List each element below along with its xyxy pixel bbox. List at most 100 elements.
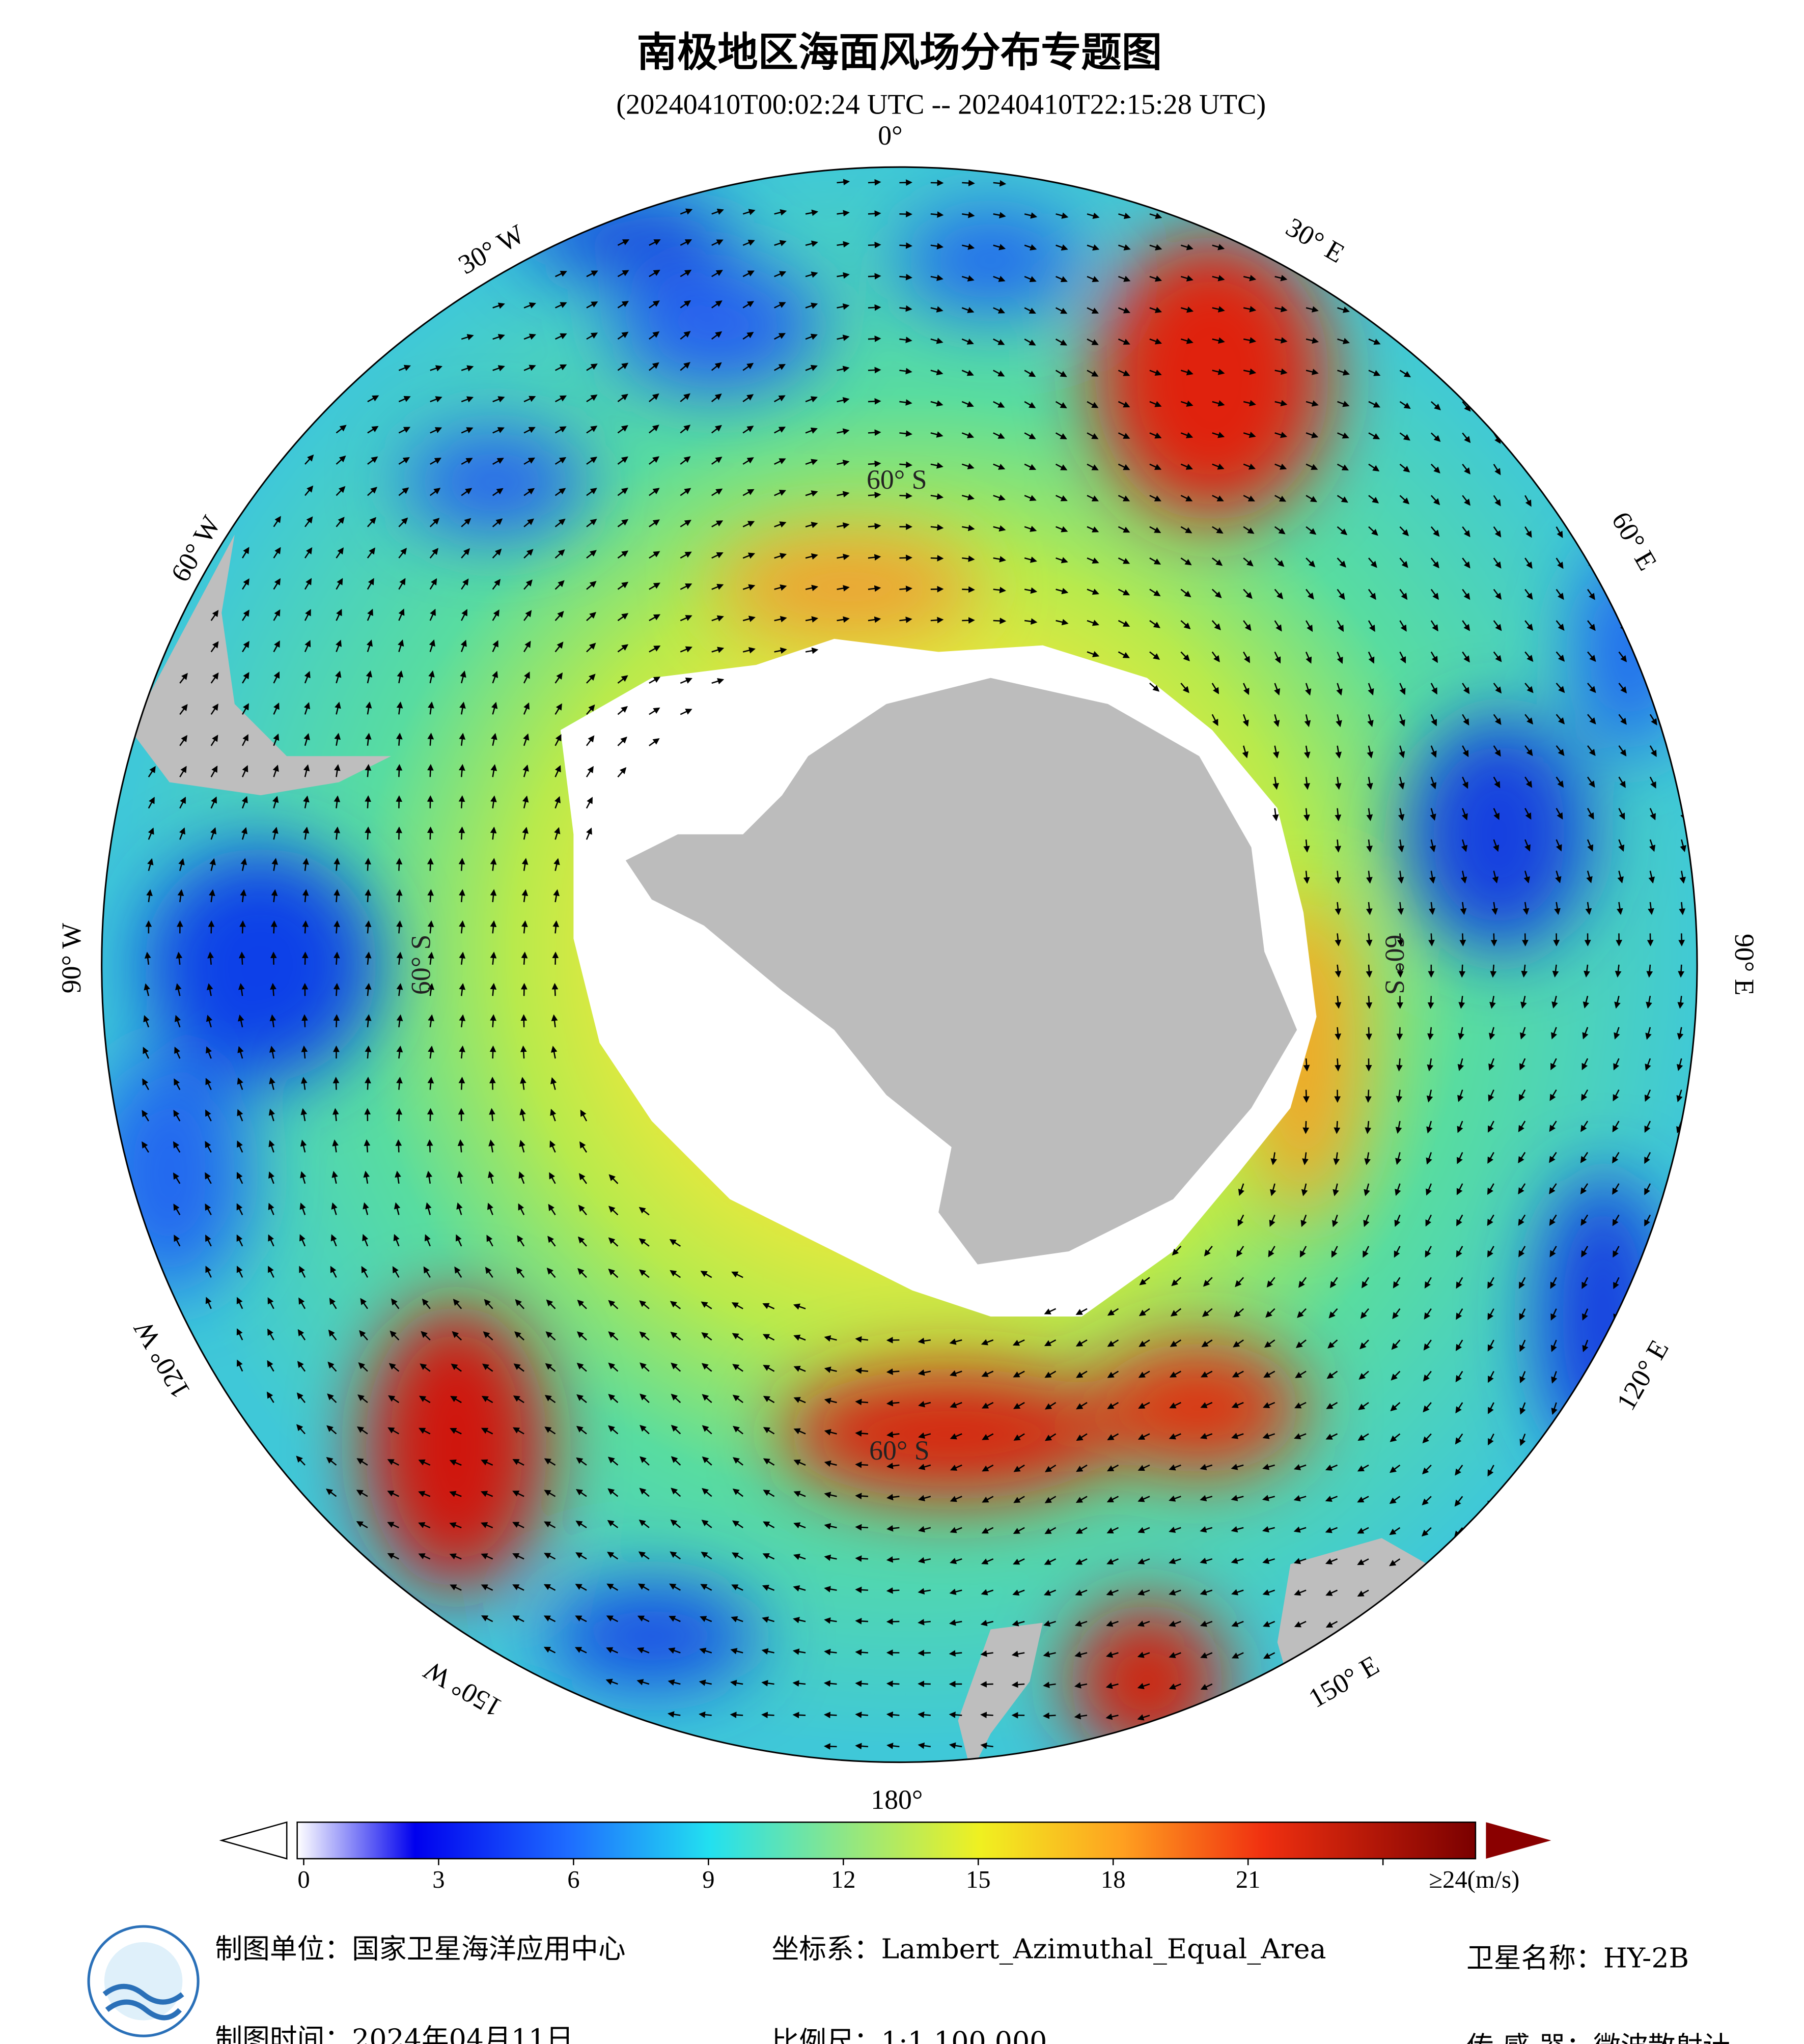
wind-arrow	[1149, 620, 1160, 628]
wind-arrow	[586, 550, 597, 559]
wind-arrow	[1427, 1058, 1434, 1072]
wind-arrow	[1587, 620, 1596, 631]
wind-arrow	[1211, 620, 1221, 631]
wind-arrow	[1556, 745, 1565, 756]
wind-arrow	[899, 492, 912, 499]
wind-arrow	[365, 889, 372, 903]
wind-arrow	[1087, 463, 1099, 470]
wind-arrow	[1430, 620, 1438, 632]
wind-arrow	[210, 609, 219, 621]
wind-arrow	[521, 889, 529, 903]
wind-arrow	[336, 455, 346, 465]
wind-arrow	[586, 332, 598, 340]
wind-arrow	[398, 608, 405, 621]
wind-arrow	[837, 397, 850, 404]
wind-arrow	[680, 269, 692, 277]
wind-arrow	[490, 1014, 496, 1027]
wind-arrow	[458, 795, 465, 808]
wind-arrow	[1337, 338, 1350, 345]
colorbar-max-arrow	[1486, 1822, 1551, 1859]
wind-arrow	[1305, 651, 1312, 664]
wind-arrow	[459, 1045, 465, 1059]
wind-arrow	[519, 1108, 526, 1122]
wind-arrow	[1087, 212, 1100, 219]
wind-arrow	[1212, 463, 1225, 470]
wind-arrow	[930, 431, 943, 438]
wind-arrow	[430, 488, 441, 496]
new-zealand	[958, 1622, 1043, 1762]
wind-arrow	[1518, 1121, 1526, 1132]
wind-arrow	[1211, 589, 1222, 598]
wind-arrow	[805, 522, 818, 528]
wind-arrow	[551, 1014, 558, 1027]
wind-arrow	[1180, 620, 1191, 630]
longitude-label: 180°	[871, 1784, 923, 1815]
wind-arrow	[930, 617, 944, 624]
wind-arrow	[649, 519, 660, 527]
wind-arrow	[302, 920, 309, 934]
antarctica	[625, 678, 1297, 1265]
wind-arrow	[1549, 1089, 1557, 1101]
wind-arrow	[1613, 1058, 1620, 1071]
wind-arrow	[1337, 526, 1348, 536]
wind-arrow	[993, 401, 1005, 408]
wind-arrow	[336, 578, 343, 590]
wind-arrow	[930, 243, 944, 249]
wind-arrow	[1243, 526, 1255, 534]
wind-arrow	[711, 678, 725, 685]
wind-arrow	[523, 365, 536, 371]
wind-arrow	[461, 427, 474, 434]
wind-arrow	[961, 275, 975, 282]
wind-arrow	[1399, 432, 1410, 441]
wind-arrow	[993, 525, 1006, 532]
wind-arrow	[398, 427, 411, 434]
wind-arrow	[680, 362, 690, 371]
wind-arrow	[680, 615, 692, 622]
wind-arrow	[1306, 306, 1319, 313]
wind-arrow	[1243, 274, 1257, 282]
wind-arrow	[1583, 995, 1590, 1009]
wind-arrow	[1493, 557, 1502, 569]
wind-arrow	[774, 553, 787, 559]
wind-arrow	[586, 704, 595, 715]
wind-arrow	[1273, 714, 1280, 727]
wind-arrow	[430, 458, 441, 465]
wind-arrow	[1306, 526, 1317, 535]
wind-arrow	[459, 1014, 466, 1027]
wind-arrow	[1337, 401, 1350, 407]
wind-arrow	[837, 522, 850, 529]
wind-arrow	[1676, 1089, 1683, 1103]
wind-arrow	[1618, 714, 1627, 725]
wind-arrow	[617, 767, 627, 778]
wind-arrow	[805, 302, 818, 309]
wind-arrow	[1303, 777, 1311, 790]
wind-arrow	[273, 547, 281, 558]
wind-arrow	[1274, 432, 1288, 438]
wind-arrow	[554, 364, 567, 371]
wind-arrow	[179, 766, 187, 777]
wind-arrow	[1335, 745, 1342, 759]
wind-arrow	[1274, 683, 1281, 696]
wind-arrow	[899, 399, 912, 406]
wind-arrow	[1118, 557, 1130, 564]
wind-arrow	[520, 1045, 527, 1059]
wind-arrow	[1304, 714, 1311, 727]
wind-arrow	[554, 426, 567, 434]
wind-arrow	[1024, 525, 1037, 532]
wind-arrow	[489, 1077, 496, 1090]
wind-arrow	[1272, 808, 1279, 821]
wind-arrow	[492, 427, 505, 434]
wind-arrow	[586, 674, 596, 684]
wind-arrow	[367, 578, 374, 590]
wind-arrow	[649, 456, 660, 465]
wind-arrow	[179, 673, 188, 684]
wind-arrow	[961, 494, 975, 500]
wind-arrow	[367, 608, 373, 621]
wind-arrow	[364, 1139, 371, 1153]
wind-arrow	[649, 614, 661, 622]
wind-arrow	[586, 519, 597, 527]
wind-arrow	[1649, 745, 1657, 757]
wind-arrow	[336, 517, 345, 527]
wind-arrow	[617, 456, 628, 465]
wind-arrow	[1648, 902, 1654, 915]
